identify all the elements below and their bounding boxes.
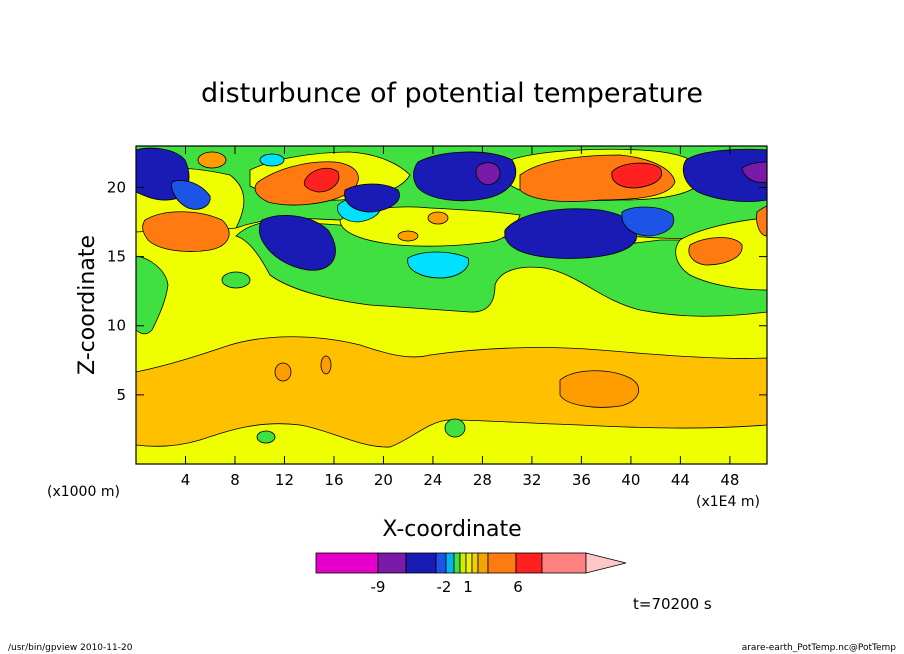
colorbar-tick-label: -2	[437, 578, 452, 596]
warm-core-peak	[303, 167, 340, 193]
y-tick-label: 20	[107, 178, 126, 196]
colorbar-cell	[471, 552, 479, 574]
y-tick-label: 10	[107, 317, 126, 335]
colorbar-cell	[445, 552, 455, 574]
cold-core	[682, 148, 767, 202]
chart-title: disturbunce of potential temperature	[201, 78, 703, 109]
colorbar-cell	[459, 552, 467, 574]
x-tick-label: 32	[522, 471, 541, 489]
colorbar-cell	[435, 552, 447, 574]
y-axis: 5 10 15 20	[107, 178, 767, 404]
y-tick-label: 15	[107, 248, 126, 266]
x-axis-label: X-coordinate	[382, 517, 521, 542]
x-tick-label: 20	[374, 471, 393, 489]
footer-right: arare-earth_PotTemp.nc@PotTemp	[742, 643, 897, 653]
x-tick-label: 24	[423, 471, 442, 489]
warm-core-lower	[559, 370, 640, 408]
x-tick-label: 40	[621, 471, 640, 489]
x-unit-label: (x1E4 m)	[696, 494, 760, 510]
colorbar-tick-label: 1	[463, 578, 473, 596]
x-axis: 4 8 12 16 20 24 28 32 36 40 44 48	[181, 146, 739, 489]
warm-spot	[397, 230, 419, 242]
colorbar-arrow	[585, 552, 627, 574]
plot-frame	[135, 145, 768, 465]
x-tick-label: 48	[720, 471, 739, 489]
colorbar-cell	[405, 552, 437, 574]
cold-core	[621, 206, 675, 237]
colorbar-cell	[453, 552, 461, 574]
x-tick-label: 16	[324, 471, 343, 489]
x-tick-label: 28	[473, 471, 492, 489]
cold-core	[407, 251, 470, 279]
colorbar-cell	[487, 552, 517, 574]
footer-left: /usr/bin/gpview 2010-11-20	[8, 643, 133, 653]
cold-core	[171, 180, 211, 210]
cold-core	[344, 183, 400, 213]
cool-spot	[221, 271, 251, 289]
warm-spot	[320, 355, 332, 375]
y-axis-label: Z-coordinate	[75, 235, 100, 375]
colorbar	[315, 552, 627, 574]
x-tick-label: 36	[572, 471, 591, 489]
x-tick-label: 4	[181, 471, 191, 489]
cool-spot	[256, 430, 276, 444]
colorbar-ticks: -9 -2 1 6	[371, 578, 523, 596]
cool-spot	[444, 418, 466, 438]
contour-field	[136, 146, 767, 464]
warm-core	[142, 211, 230, 252]
cool-band-left	[136, 255, 169, 335]
colorbar-tick-label: 6	[513, 578, 523, 596]
cold-core	[413, 151, 517, 202]
warm-band-lower	[136, 336, 767, 448]
colorbar-cell	[541, 552, 587, 574]
warm-core	[688, 237, 743, 266]
time-label: t=70200 s	[633, 595, 712, 613]
colorbar-cell	[465, 552, 473, 574]
warm-spot	[427, 211, 449, 225]
cold-core-peak	[475, 162, 501, 185]
x-tick-label: 44	[671, 471, 690, 489]
x-tick-label: 12	[275, 471, 294, 489]
colorbar-cell	[377, 552, 407, 574]
warm-spot	[197, 151, 227, 169]
colorbar-cell	[315, 552, 379, 574]
warm-spot	[274, 362, 292, 382]
colorbar-tick-label: -9	[371, 578, 386, 596]
warm-core	[756, 205, 767, 237]
y-tick-label: 5	[116, 386, 126, 404]
cold-spot	[259, 153, 285, 167]
colorbar-cell	[515, 552, 543, 574]
cold-core	[504, 208, 638, 259]
cold-core-peak	[741, 161, 767, 183]
colorbar-cell	[477, 552, 489, 574]
x-tick-label: 8	[230, 471, 240, 489]
y-unit-label: (x1000 m)	[47, 484, 120, 500]
cold-core	[258, 215, 336, 271]
warm-core-peak	[611, 162, 662, 189]
